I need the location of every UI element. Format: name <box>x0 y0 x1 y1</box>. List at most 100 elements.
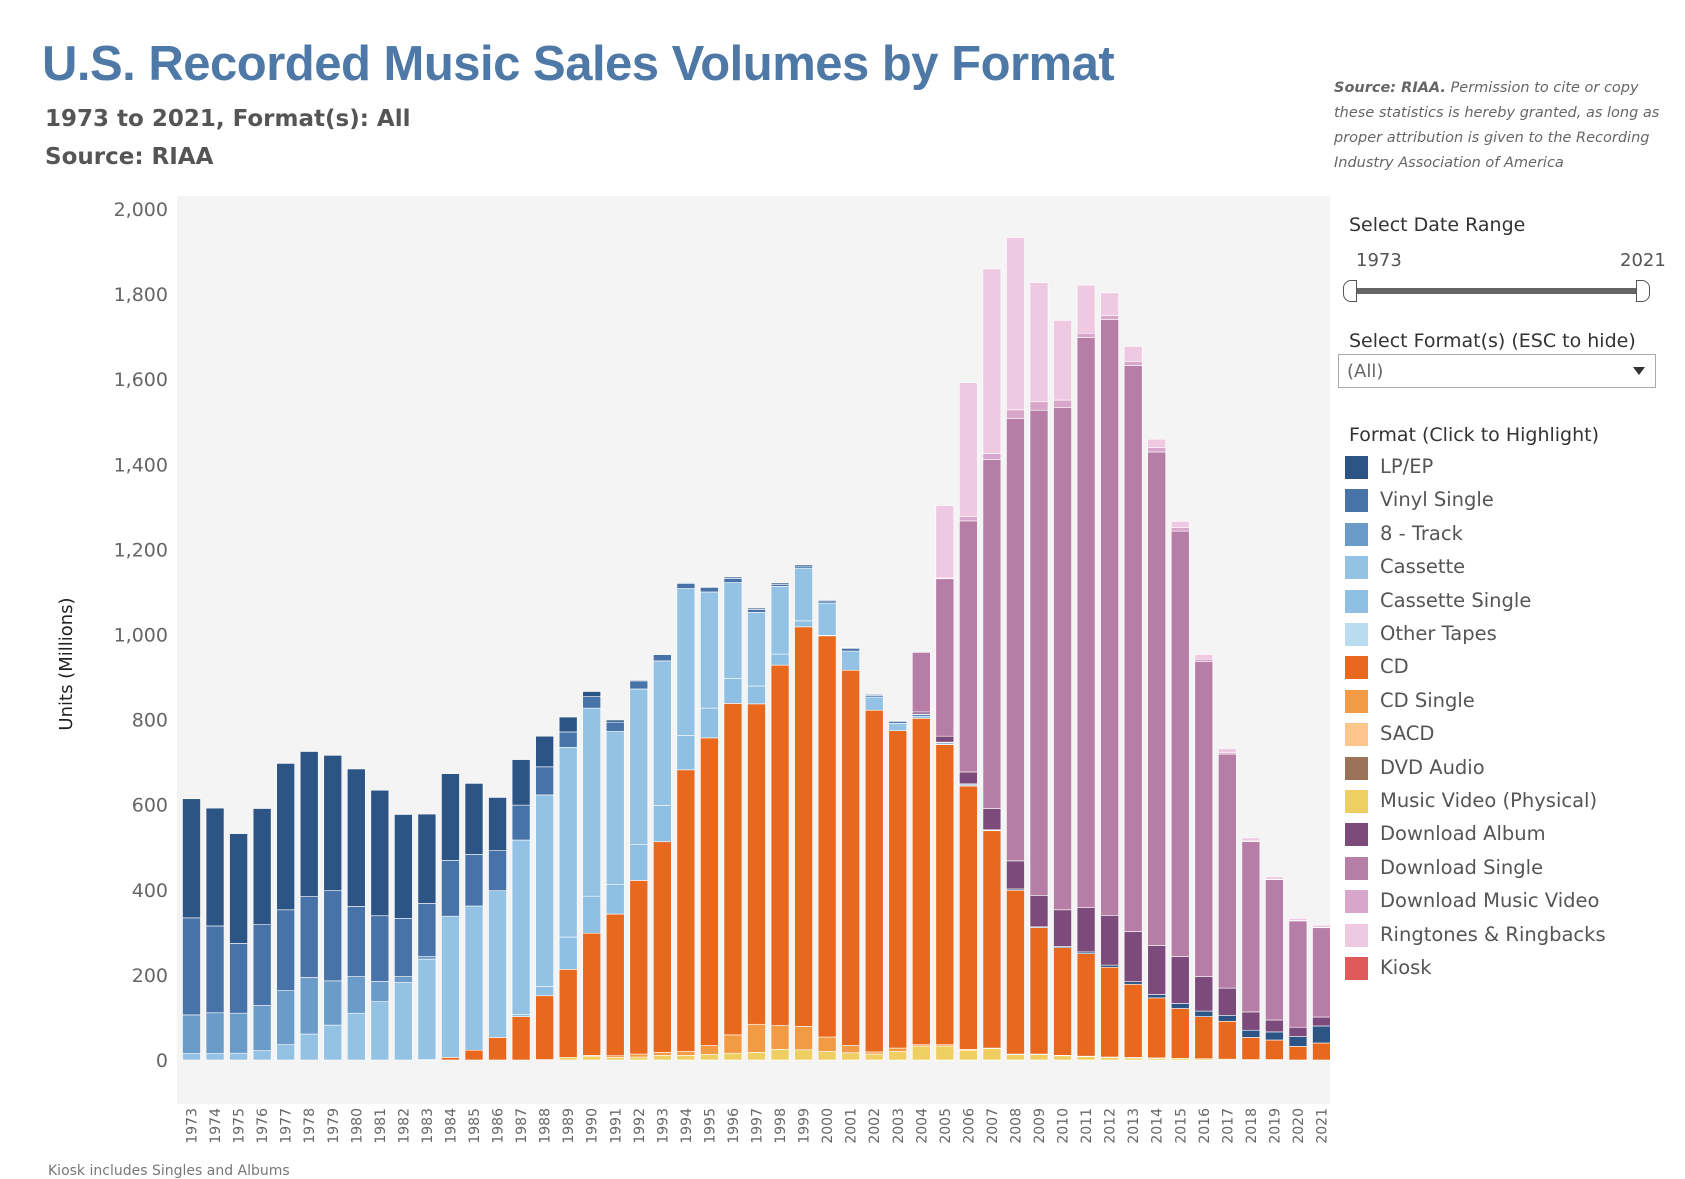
bar-segment[interactable] <box>299 977 319 1035</box>
bar-segment[interactable] <box>959 771 978 785</box>
bar-segment[interactable] <box>511 1016 531 1061</box>
bar-segment[interactable] <box>1123 365 1143 932</box>
bar-segment[interactable] <box>841 650 860 671</box>
bar-segment[interactable] <box>1194 658 1214 663</box>
bar-segment[interactable] <box>417 813 437 904</box>
bar-segment[interactable] <box>182 798 201 919</box>
bar-segment[interactable] <box>841 647 860 649</box>
bar-segment[interactable] <box>723 578 743 583</box>
bar-segment[interactable] <box>276 1044 295 1061</box>
bar-segment[interactable] <box>229 1052 248 1061</box>
bar-segment[interactable] <box>723 582 743 679</box>
bar-segment[interactable] <box>770 1049 790 1061</box>
bar-segment[interactable] <box>1053 399 1072 409</box>
date-range-slider-track[interactable] <box>1350 288 1642 294</box>
bar-segment[interactable] <box>441 860 460 917</box>
bar-segment[interactable] <box>935 735 955 743</box>
bar-segment[interactable] <box>1265 1031 1284 1041</box>
bar-segment[interactable] <box>1312 924 1331 928</box>
bar-segment[interactable] <box>747 607 766 610</box>
bar-segment[interactable] <box>1029 1054 1049 1061</box>
bar-segment[interactable] <box>205 1012 225 1054</box>
bar-segment[interactable] <box>1006 860 1025 890</box>
bar-segment[interactable] <box>582 691 602 697</box>
bar-segment[interactable] <box>582 895 602 934</box>
bar-segment[interactable] <box>1218 753 1237 989</box>
bar-segment[interactable] <box>1147 447 1167 453</box>
bar-segment[interactable] <box>1100 915 1119 966</box>
bar-segment[interactable] <box>558 969 578 1058</box>
bar-segment[interactable] <box>441 915 460 1058</box>
format-select-dropdown[interactable]: (All) <box>1338 354 1656 388</box>
bar-segment[interactable] <box>1100 315 1119 320</box>
bar-segment[interactable] <box>1053 407 1072 911</box>
bar-segment[interactable] <box>511 804 531 841</box>
bar-segment[interactable] <box>723 703 743 1036</box>
bar-segment[interactable] <box>1147 451 1167 946</box>
bar-segment[interactable] <box>1076 953 1096 1057</box>
bar-segment[interactable] <box>605 884 625 915</box>
bar-segment[interactable] <box>1006 237 1025 411</box>
bar-segment[interactable] <box>558 1057 578 1061</box>
bar-segment[interactable] <box>346 768 366 907</box>
bar-segment[interactable] <box>747 1023 766 1053</box>
bar-segment[interactable] <box>794 567 813 622</box>
bar-segment[interactable] <box>700 707 719 739</box>
bar-segment[interactable] <box>747 609 766 613</box>
bar-segment[interactable] <box>464 1049 484 1061</box>
bar-segment[interactable] <box>1218 748 1237 753</box>
bar-segment[interactable] <box>864 709 884 1053</box>
bar-segment[interactable] <box>1265 1039 1284 1060</box>
bar-segment[interactable] <box>794 1026 813 1051</box>
bar-segment[interactable] <box>676 582 696 584</box>
bar-segment[interactable] <box>629 1056 649 1061</box>
bar-segment[interactable] <box>959 785 978 1050</box>
bar-segment[interactable] <box>182 1053 201 1061</box>
bar-segment[interactable] <box>1241 841 1261 1013</box>
bar-segment[interactable] <box>770 1025 790 1050</box>
bar-segment[interactable] <box>605 1057 625 1061</box>
bar-segment[interactable] <box>888 730 908 1049</box>
bar-segment[interactable] <box>370 915 390 982</box>
bar-segment[interactable] <box>229 943 248 1014</box>
bar-segment[interactable] <box>582 1055 602 1061</box>
bar-segment[interactable] <box>1100 319 1119 916</box>
bar-segment[interactable] <box>229 1012 248 1054</box>
bar-segment[interactable] <box>1100 292 1119 316</box>
bar-segment[interactable] <box>817 600 837 604</box>
bar-segment[interactable] <box>582 707 602 897</box>
bar-segment[interactable] <box>1147 997 1167 1059</box>
bar-segment[interactable] <box>723 678 743 704</box>
bar-segment[interactable] <box>700 1054 719 1061</box>
bar-segment[interactable] <box>1241 1037 1261 1060</box>
bar-segment[interactable] <box>394 976 413 983</box>
bar-segment[interactable] <box>629 880 649 1055</box>
bar-segment[interactable] <box>747 1052 766 1061</box>
bar-segment[interactable] <box>1218 1015 1237 1022</box>
bar-segment[interactable] <box>276 763 295 911</box>
bar-segment[interactable] <box>299 751 319 897</box>
bar-segment[interactable] <box>982 459 1002 809</box>
bar-segment[interactable] <box>276 909 295 991</box>
bar-segment[interactable] <box>1288 1036 1308 1047</box>
bar-segment[interactable] <box>252 1005 272 1051</box>
bar-segment[interactable] <box>299 1033 319 1061</box>
bar-segment[interactable] <box>276 990 295 1045</box>
bar-segment[interactable] <box>605 731 625 885</box>
bar-segment[interactable] <box>1194 654 1214 660</box>
bar-segment[interactable] <box>959 520 978 773</box>
bar-segment[interactable] <box>1170 956 1190 1004</box>
bar-segment[interactable] <box>676 769 696 1052</box>
bar-segment[interactable] <box>417 958 437 1060</box>
bar-segment[interactable] <box>700 591 719 709</box>
bar-segment[interactable] <box>1053 947 1072 1056</box>
bar-segment[interactable] <box>794 626 813 1027</box>
bar-segment[interactable] <box>1241 1029 1261 1038</box>
bar-segment[interactable] <box>653 660 672 806</box>
bar-segment[interactable] <box>394 982 413 1061</box>
bar-segment[interactable] <box>982 808 1002 831</box>
bar-segment[interactable] <box>1312 1025 1331 1044</box>
bar-segment[interactable] <box>653 1055 672 1061</box>
bar-segment[interactable] <box>229 833 248 944</box>
bar-segment[interactable] <box>700 586 719 588</box>
